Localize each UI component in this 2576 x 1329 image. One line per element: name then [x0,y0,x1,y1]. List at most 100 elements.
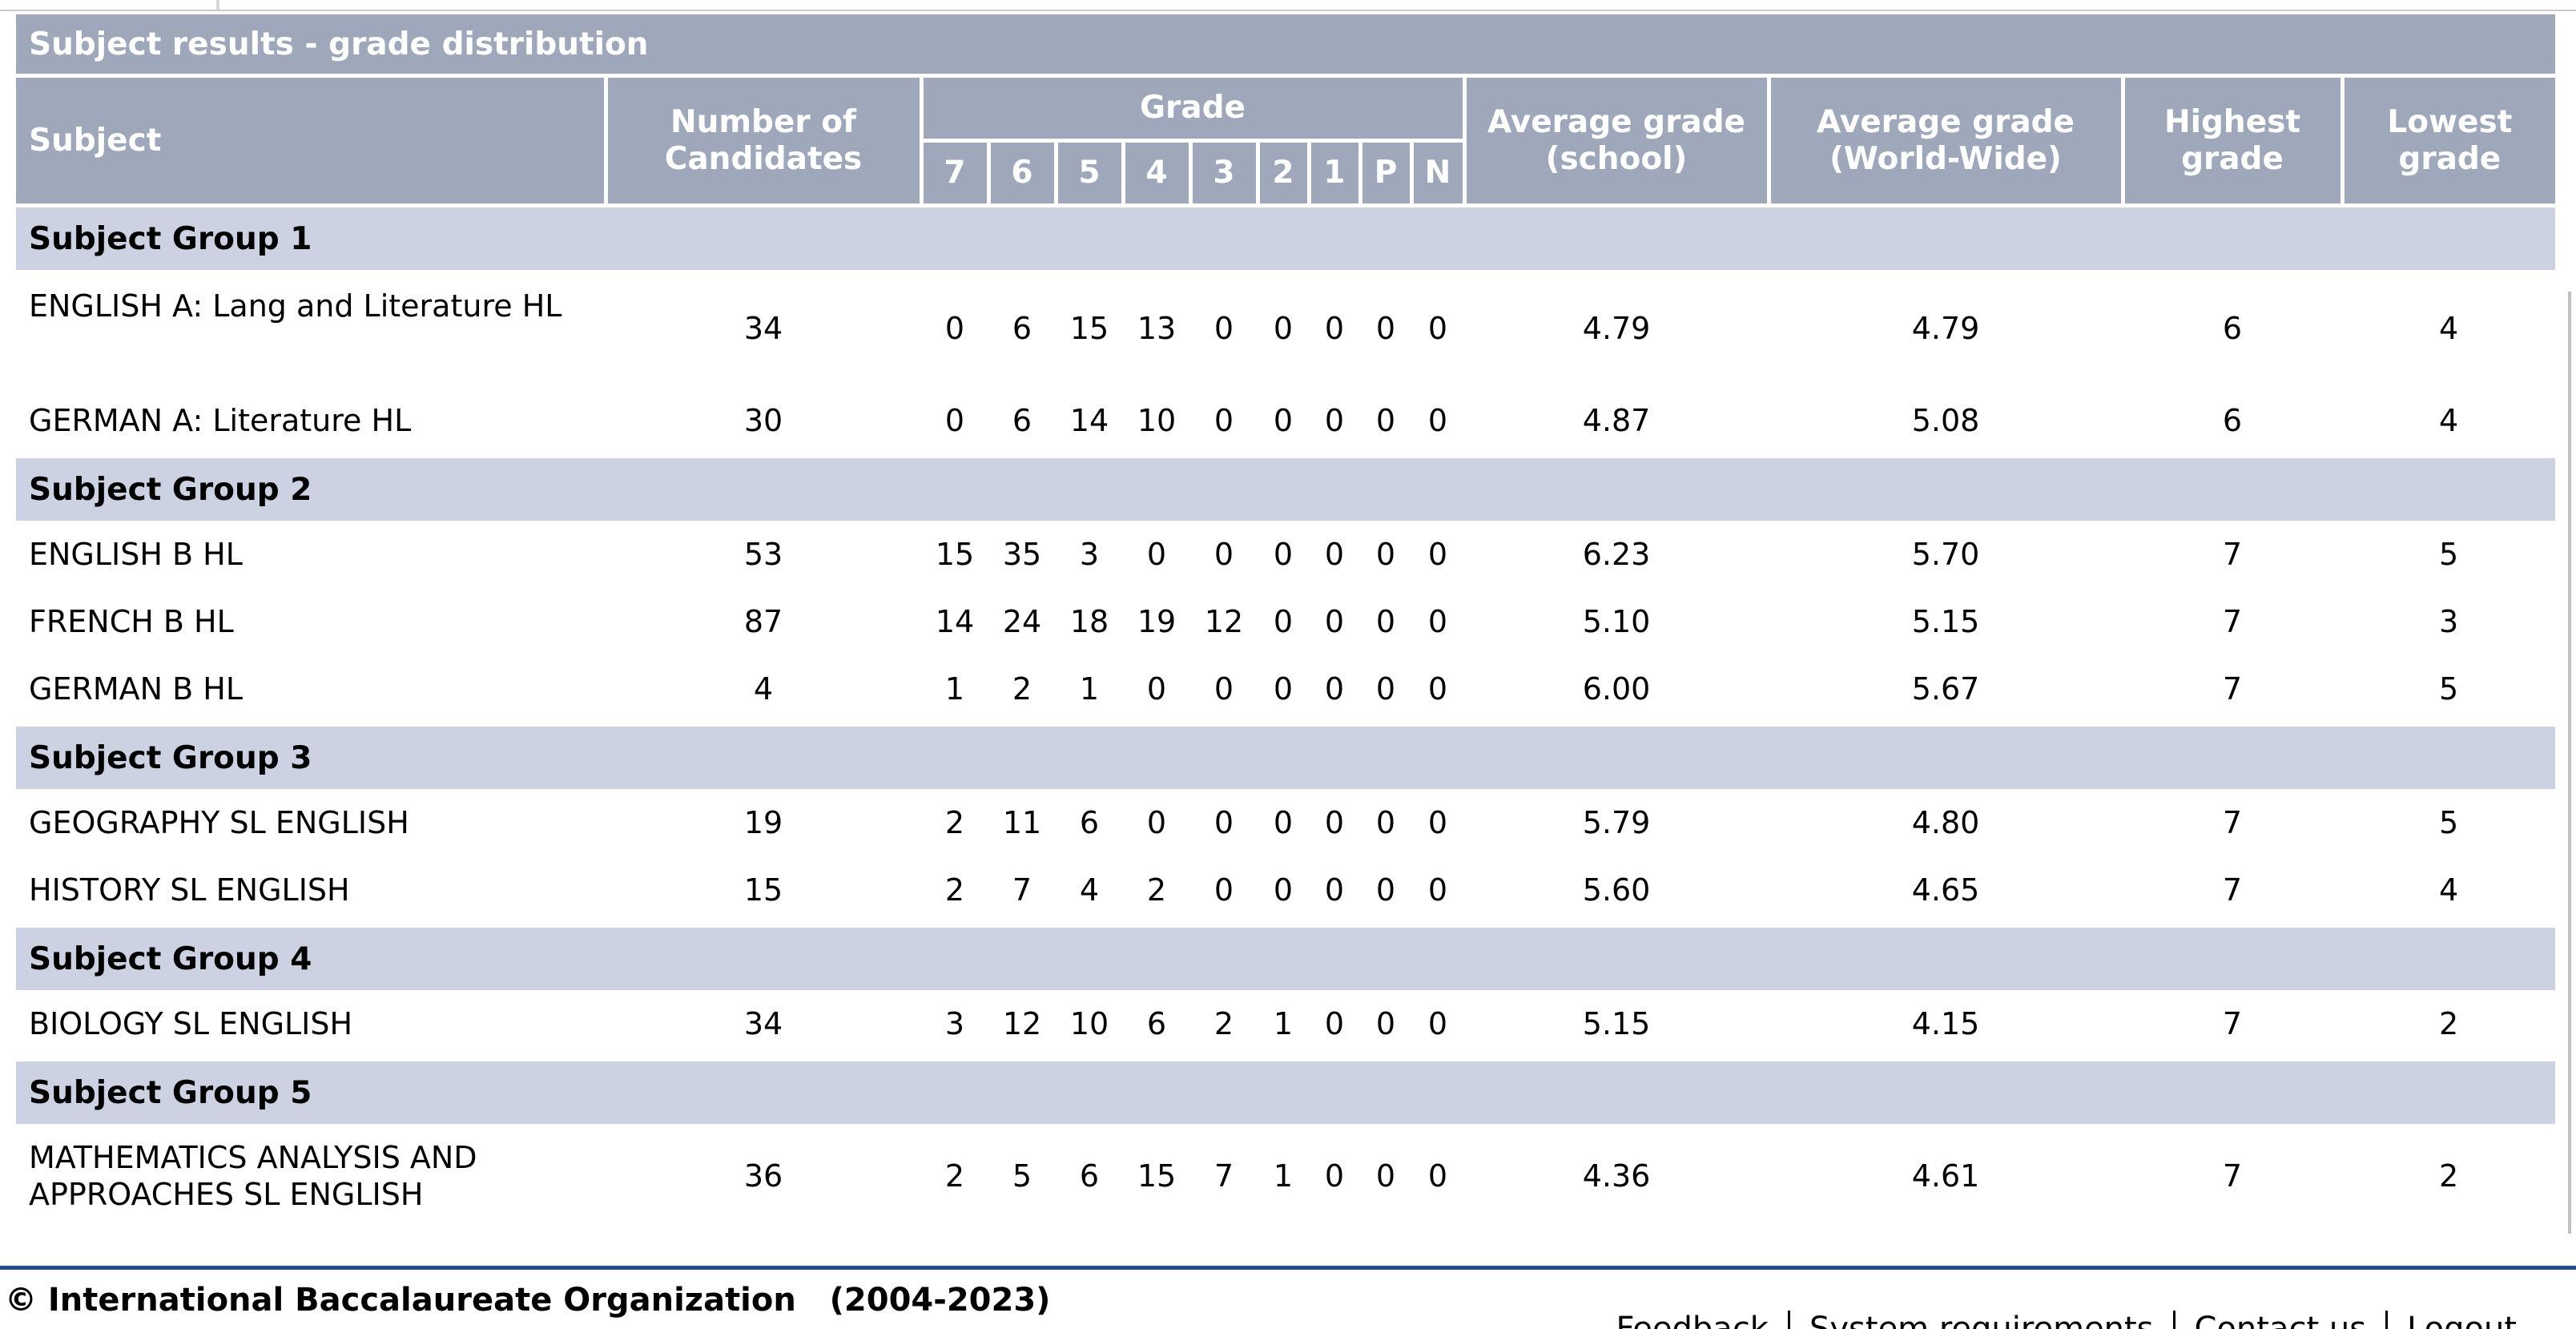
grade-4-cell: 0 [1146,537,1167,572]
link-separator [2385,1311,2389,1329]
grade-7-cell: 2 [944,1158,965,1194]
vertical-scrollbar[interactable] [2568,292,2571,1234]
grade-2-cell: 0 [1273,604,1294,639]
highest-cell: 7 [2222,872,2243,908]
avg-world-cell: 4.65 [1911,872,1980,908]
subject-cell: GERMAN A: Literature HL [29,403,412,438]
table-row: GEOGRAPHY SL ENGLISH 19 2 11 6 0 0 0 0 0… [16,789,2555,856]
group-name: Subject Group 4 [16,924,2556,990]
avg-world-cell: 4.61 [1911,1158,1980,1194]
grade-3-cell: 7 [1214,1158,1234,1194]
logout-link[interactable]: Logout [2407,1311,2517,1329]
grade-2-cell: 0 [1273,311,1294,346]
grade-1-cell: 0 [1324,805,1345,840]
grade-5-cell: 6 [1079,805,1100,840]
table-row: ENGLISH A: Lang and Literature HL 34 0 6… [16,270,2555,387]
grade-n-cell: 0 [1427,671,1448,707]
grade-4-cell: 15 [1137,1158,1177,1194]
subject-cell: GEOGRAPHY SL ENGLISH [29,805,409,840]
grade-n-cell: 0 [1427,1158,1448,1194]
highest-cell: 6 [2222,311,2243,346]
grade-3-cell: 2 [1214,1006,1234,1041]
link-separator [2172,1311,2176,1329]
group-name: Subject Group 3 [16,723,2556,789]
highest-cell: 7 [2222,537,2243,572]
grade-6-cell: 5 [1012,1158,1032,1194]
avg-school-cell: 6.00 [1582,671,1651,707]
avg-school-cell: 4.36 [1582,1158,1651,1194]
subject-cell: GERMAN B HL [29,671,244,707]
grade-distribution-table: Subject results - grade distribution Sub… [16,14,2556,1228]
footer-links: Feedback System requirements Contact us Log… [1596,1311,2536,1329]
grade-4-cell: 2 [1146,872,1167,908]
grade-p-cell: 0 [1375,311,1396,346]
table-row: GERMAN B HL 4 1 2 1 0 0 0 0 0 0 6.00 5.6… [16,655,2555,725]
grade-6-cell: 11 [1002,805,1042,840]
grade-5-cell: 6 [1079,1158,1100,1194]
grade-p-cell: 0 [1375,872,1396,908]
avg-world-cell: 5.67 [1911,671,1980,707]
group-row: Subject Group 2 [16,454,2556,521]
grade-n-cell: 0 [1427,1006,1448,1041]
header-grade-6: 6 [986,139,1056,206]
lowest-cell: 3 [2439,604,2459,639]
highest-cell: 7 [2222,671,2243,707]
header-grade-5: 5 [1053,139,1123,206]
grade-4-cell: 0 [1146,671,1167,707]
contact-us-link[interactable]: Contact us [2194,1311,2367,1329]
avg-world-cell: 5.70 [1911,537,1980,572]
grade-p-cell: 0 [1375,537,1396,572]
grade-3-cell: 12 [1204,604,1244,639]
grade-3-cell: 0 [1214,403,1234,438]
highest-cell: 7 [2222,1006,2243,1041]
system-requirements-link[interactable]: System requirements [1809,1311,2154,1329]
avg-school-cell: 6.23 [1582,537,1651,572]
grade-6-cell: 24 [1002,604,1042,639]
highest-cell: 7 [2222,1158,2243,1194]
grade-7-cell: 0 [944,403,965,438]
grade-p-cell: 0 [1375,671,1396,707]
top-divider-line [0,10,2576,11]
avg-world-cell: 4.15 [1911,1006,1980,1041]
subject-cell: ENGLISH B HL [29,537,243,572]
candidates-cell: 19 [743,805,783,840]
header-grade-2: 2 [1255,139,1309,206]
grade-1-cell: 0 [1324,311,1345,346]
avg-school-cell: 5.10 [1582,604,1651,639]
avg-world-cell: 4.80 [1911,805,1980,840]
table-row: BIOLOGY SL ENGLISH 34 3 12 10 6 2 1 0 0 … [16,990,2555,1060]
grade-4-cell: 19 [1137,604,1177,639]
tab-divider [216,0,219,10]
footer-divider [0,1266,2576,1270]
grade-4-cell: 10 [1137,403,1177,438]
subject-cell: FRENCH B HL [29,604,234,639]
group-name: Subject Group 2 [16,454,2556,521]
highest-cell: 6 [2222,403,2243,438]
grade-5-cell: 14 [1069,403,1109,438]
feedback-link[interactable]: Feedback [1616,1311,1769,1329]
avg-school-cell: 4.87 [1582,403,1651,438]
grade-n-cell: 0 [1427,604,1448,639]
grade-n-cell: 0 [1427,403,1448,438]
grade-7-cell: 1 [944,671,965,707]
grade-6-cell: 2 [1012,671,1032,707]
grade-2-cell: 0 [1273,872,1294,908]
candidates-cell: 15 [743,872,783,908]
group-row: Subject Group 4 [16,924,2556,990]
grade-1-cell: 0 [1324,872,1345,908]
subject-cell: BIOLOGY SL ENGLISH [29,1006,353,1041]
grade-7-cell: 0 [944,311,965,346]
table-title: Subject results - grade distribution [16,14,2556,78]
lowest-cell: 5 [2439,671,2459,707]
header-avg-school: Average grade (school) [1462,74,1769,206]
grade-4-cell: 13 [1137,311,1177,346]
lowest-cell: 2 [2439,1006,2459,1041]
candidates-cell: 34 [743,311,783,346]
header-grade-n: N [1409,139,1464,206]
avg-world-cell: 5.15 [1911,604,1980,639]
table-row: GERMAN A: Literature HL 30 0 6 14 10 0 0… [16,387,2555,457]
header-avg-world: Average grade (World-Wide) [1766,74,2123,206]
subject-cell: MATHEMATICS ANALYSIS AND APPROACHES SL E… [29,1140,477,1212]
grade-1-cell: 0 [1324,537,1345,572]
